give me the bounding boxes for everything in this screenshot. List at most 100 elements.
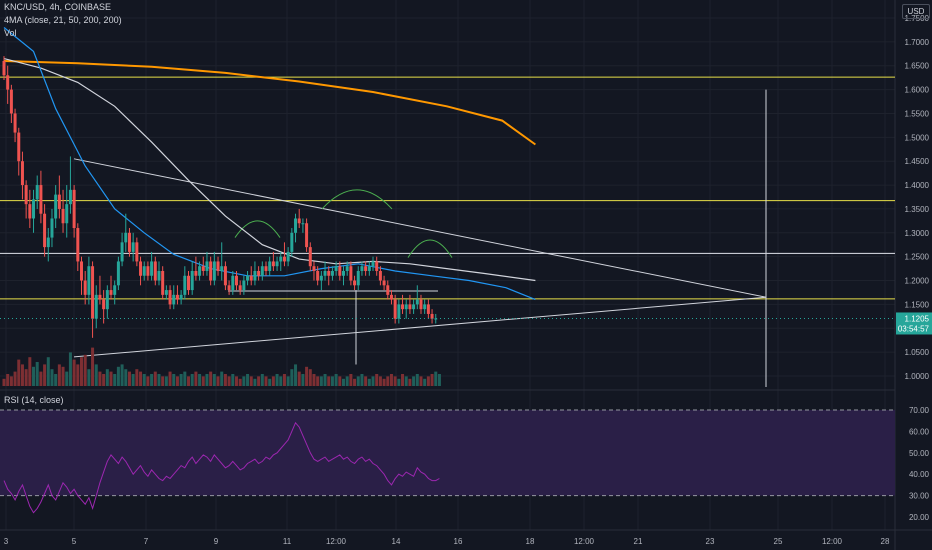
volume-bar xyxy=(120,364,124,386)
time-tick-label: 12:00 xyxy=(822,537,843,546)
candle-body xyxy=(426,304,430,314)
volume-bar xyxy=(408,378,412,386)
candle-body xyxy=(161,270,165,295)
candle-body xyxy=(257,270,261,276)
volume-legend[interactable]: Vol xyxy=(4,28,17,38)
candle-body xyxy=(345,266,349,271)
time-tick-label: 3 xyxy=(4,537,9,546)
candle-body xyxy=(172,294,176,305)
volume-bar xyxy=(271,376,275,386)
volume-bar xyxy=(275,374,279,386)
candle-body xyxy=(124,232,128,243)
candle-body xyxy=(290,232,294,252)
candle-body xyxy=(190,270,194,291)
candle-body xyxy=(164,290,168,295)
volume-bar xyxy=(437,374,441,386)
volume-bar xyxy=(389,374,393,386)
volume-bar xyxy=(282,374,286,386)
volume-bar xyxy=(393,376,397,386)
candle-body xyxy=(316,270,320,281)
volume-bar xyxy=(349,374,353,386)
volume-bar xyxy=(301,374,305,386)
candle-body xyxy=(223,266,227,286)
candle-body xyxy=(308,247,312,267)
volume-bar xyxy=(17,359,21,386)
time-tick-label: 16 xyxy=(454,537,463,546)
price-badge-countdown: 03:54:57 xyxy=(898,324,930,333)
candle-body xyxy=(65,204,69,224)
volume-bar xyxy=(6,374,10,386)
candle-body xyxy=(271,261,275,267)
volume-bar xyxy=(367,378,371,386)
volume-bar xyxy=(205,374,209,386)
volume-bar xyxy=(20,364,24,386)
pattern-arc xyxy=(407,239,453,258)
candle-body xyxy=(430,313,434,319)
volume-bar xyxy=(35,362,39,386)
time-tick-label: 21 xyxy=(634,537,643,546)
volume-bar xyxy=(161,376,165,386)
candle-body xyxy=(238,285,242,291)
candle-body xyxy=(46,237,50,248)
currency-button[interactable]: USD xyxy=(902,4,930,19)
price-tick-label: 1.5500 xyxy=(905,109,930,118)
candle-body xyxy=(20,161,24,186)
candle-body xyxy=(297,218,301,224)
volume-bar xyxy=(249,376,253,386)
candle-body xyxy=(364,266,368,271)
price-tick-label: 1.7000 xyxy=(905,38,930,47)
candle-body xyxy=(43,213,47,248)
price-tick-label: 1.2500 xyxy=(905,253,930,262)
indicator-legend[interactable]: 4MA (close, 21, 50, 200, 200) xyxy=(4,15,122,25)
volume-bar xyxy=(294,364,298,386)
candle-body xyxy=(175,294,179,300)
candle-body xyxy=(305,223,309,248)
price-tick-label: 1.1500 xyxy=(905,300,930,309)
volume-bar xyxy=(419,376,423,386)
volume-bar xyxy=(105,369,109,386)
price-tick-label: 1.6500 xyxy=(905,62,930,71)
rsi-legend[interactable]: RSI (14, close) xyxy=(4,395,64,405)
candle-body xyxy=(109,290,113,295)
volume-bar xyxy=(334,374,338,386)
volume-bar xyxy=(360,374,364,386)
volume-bar xyxy=(212,374,216,386)
candle-body xyxy=(260,266,264,276)
volume-bar xyxy=(253,378,257,386)
volume-bar xyxy=(131,374,135,386)
volume-bar xyxy=(13,371,17,386)
candle-body xyxy=(50,218,54,238)
candle-body xyxy=(386,285,390,295)
volume-bar xyxy=(257,376,261,386)
volume-bar xyxy=(341,378,345,386)
candle-body xyxy=(408,304,412,310)
time-tick-label: 9 xyxy=(214,537,219,546)
volume-bar xyxy=(220,371,224,386)
time-tick-label: 11 xyxy=(283,537,292,546)
candle-body xyxy=(179,294,183,300)
volume-bar xyxy=(54,374,58,386)
candle-body xyxy=(216,261,220,271)
ascending-trendline xyxy=(73,296,767,358)
candle-body xyxy=(353,280,357,286)
volume-bar xyxy=(57,364,61,386)
candle-body xyxy=(102,299,106,310)
candle-body xyxy=(54,194,58,219)
rsi-tick-label: 20.00 xyxy=(909,513,930,522)
price-badge xyxy=(896,312,932,335)
volume-bar xyxy=(382,378,386,386)
volume-bar xyxy=(238,378,242,386)
candle-body xyxy=(220,266,224,271)
volume-bar xyxy=(61,366,65,386)
candle-body xyxy=(286,251,290,262)
price-tick-label: 1.4000 xyxy=(905,181,930,190)
volume-bar xyxy=(194,371,198,386)
candle-body xyxy=(9,89,13,114)
volume-bar xyxy=(305,366,309,386)
time-tick-label: 14 xyxy=(392,537,401,546)
candle-body xyxy=(98,294,102,300)
volume-bar xyxy=(209,371,213,386)
candle-body xyxy=(131,242,135,252)
rsi-tick-label: 70.00 xyxy=(909,406,930,415)
